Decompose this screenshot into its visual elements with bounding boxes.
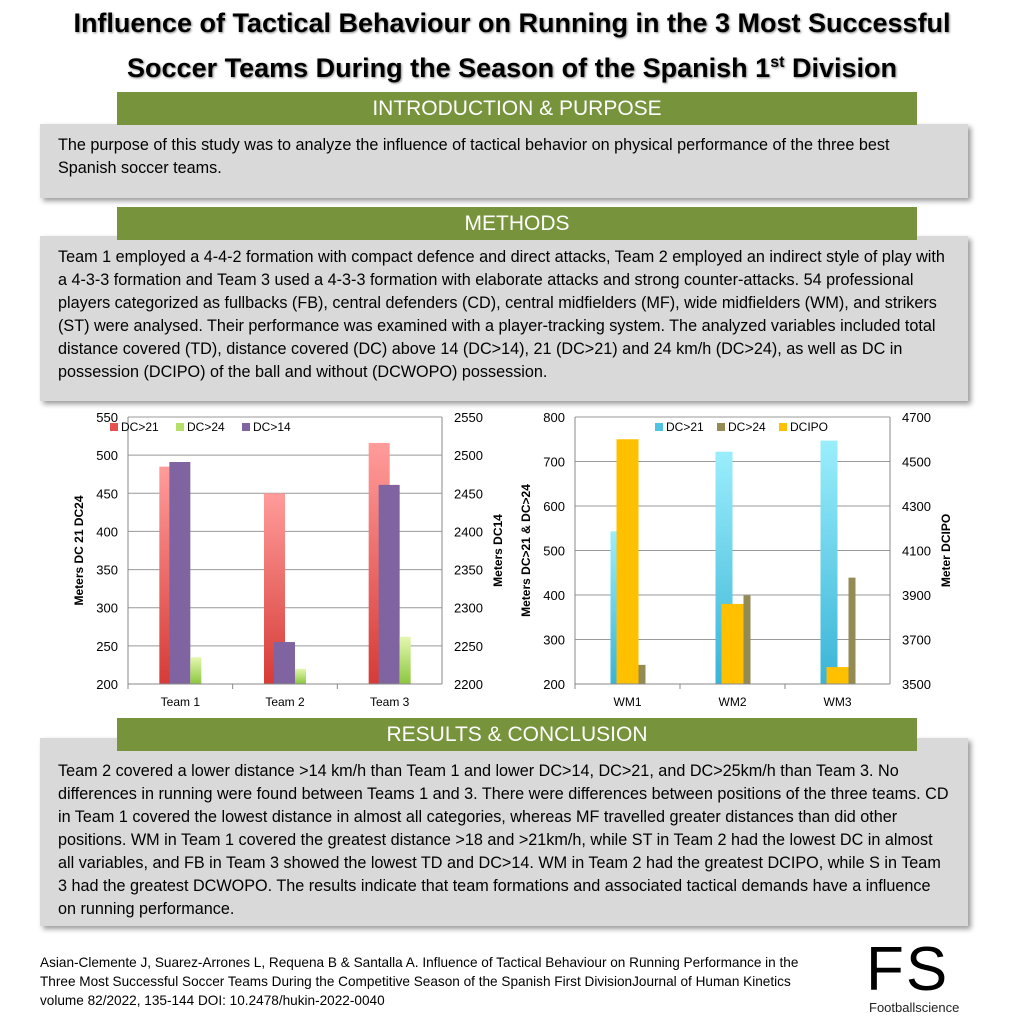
y2-tick-label: 3500 (902, 677, 931, 692)
y2-tick-label: 2200 (454, 677, 483, 692)
x-tick-label: Team 2 (265, 695, 305, 709)
bar-dc24 (743, 595, 751, 684)
title-superscript: st (770, 54, 785, 71)
y-tick-label: 400 (543, 588, 565, 603)
logo-name: Footballscience (869, 1000, 960, 1015)
legend-label: DC>24 (728, 420, 766, 434)
legend-swatch (717, 423, 725, 431)
results-text: Team 2 covered a lower distance >14 km/h… (58, 762, 949, 918)
y2-tick-label: 2300 (454, 601, 483, 616)
y-tick-label: 350 (96, 563, 118, 578)
y-tick-label: 700 (543, 455, 565, 470)
citation: Asian-Clemente J, Suarez-Arrones L, Requ… (40, 955, 799, 1008)
y2-tick-label: 2550 (454, 410, 483, 425)
bar-dc21 (264, 493, 285, 684)
methods-box: Team 1 employed a 4-4-2 formation with c… (40, 236, 968, 401)
y-tick-label: 500 (96, 448, 118, 463)
x-tick-label: WM3 (824, 695, 852, 709)
y-axis-label: Meters DC>21 & DC>24 (519, 484, 533, 617)
y-tick-label: 300 (543, 633, 565, 648)
bar-dcipo (721, 603, 744, 684)
y-tick-label: 200 (543, 677, 565, 692)
y-tick-label: 250 (96, 639, 118, 654)
chart-wide-midfielders: 200 3500 300 3700 400 3900 500 4100 600 4300 700 45… (519, 410, 953, 709)
intro-text: The purpose of this study was to analyze… (58, 136, 890, 177)
y2-tick-label: 4500 (902, 455, 931, 470)
y-tick-label: 200 (96, 677, 118, 692)
y-axis-label: Meters DC 21 DC24 (72, 495, 86, 605)
title-line-2-text: Soccer Teams During the Season of the Sp… (127, 53, 771, 83)
logo-mark: FS (866, 935, 950, 1004)
y2-axis-label: Meters DC14 (491, 514, 505, 587)
x-tick-label: WM1 (614, 695, 642, 709)
footballscience-logo: FS Footballscience (866, 935, 986, 1020)
legend-label: DC>24 (187, 420, 225, 434)
results-header: RESULTS & CONCLUSION (117, 718, 917, 751)
intro-header: INTRODUCTION & PURPOSE (117, 92, 917, 125)
intro-box: The purpose of this study was to analyze… (40, 124, 968, 198)
title-line-2: Soccer Teams During the Season of the Sp… (0, 43, 1024, 88)
y2-tick-label: 2350 (454, 563, 483, 578)
y2-tick-label: 4100 (902, 544, 931, 559)
legend-label: DC>21 (121, 420, 159, 434)
y-tick-label: 500 (543, 544, 565, 559)
legend-label: DC>14 (253, 420, 291, 434)
legend-swatch (779, 423, 787, 431)
legend-swatch (655, 423, 663, 431)
bar-dcipo (826, 667, 849, 684)
bar-dc21 (820, 440, 838, 684)
methods-header: METHODS (117, 207, 917, 240)
x-tick-label: Team 3 (370, 695, 410, 709)
legend-label: DC>21 (666, 420, 704, 434)
y-tick-label: 550 (96, 410, 118, 425)
y2-tick-label: 2400 (454, 524, 483, 539)
chart-teams: 200 2200 250 2250 300 2300 350 2350 400 2400 450 24… (72, 410, 505, 709)
bar-dc14 (169, 462, 191, 684)
title-line-1: Influence of Tactical Behaviour on Runni… (73, 8, 951, 38)
legend-label: DCIPO (790, 420, 828, 434)
bar-dc24 (638, 664, 646, 684)
bar-dc24 (399, 636, 411, 684)
bar-dc24 (848, 577, 856, 684)
bar-dc14 (274, 642, 295, 684)
poster-title: Influence of Tactical Behaviour on Runni… (0, 4, 1024, 88)
y-tick-label: 600 (543, 499, 565, 514)
y-tick-label: 400 (96, 524, 118, 539)
y2-tick-label: 2250 (454, 639, 483, 654)
legend-swatch (110, 423, 118, 431)
y2-tick-label: 3700 (902, 633, 931, 648)
y-tick-label: 300 (96, 601, 118, 616)
y2-tick-label: 3900 (902, 588, 931, 603)
y2-tick-label: 4300 (902, 499, 931, 514)
methods-text: Team 1 employed a 4-4-2 formation with c… (58, 248, 945, 381)
y-tick-label: 800 (543, 410, 565, 425)
legend-swatch (176, 423, 184, 431)
bar-dc24 (295, 668, 306, 684)
y2-axis-label: Meter DCIPO (939, 514, 953, 587)
bar-dc24 (190, 657, 202, 684)
x-tick-label: Team 1 (161, 695, 201, 709)
x-tick-label: WM2 (719, 695, 747, 709)
bar-dc14 (378, 484, 400, 684)
y2-tick-label: 2500 (454, 448, 483, 463)
y-tick-label: 450 (96, 486, 118, 501)
y2-tick-label: 4700 (902, 410, 931, 425)
title-line-2-end: Division (784, 53, 897, 83)
results-box: Team 2 covered a lower distance >14 km/h… (40, 738, 968, 926)
y2-tick-label: 2450 (454, 486, 483, 501)
legend-swatch (242, 423, 250, 431)
bar-dcipo (616, 439, 639, 684)
